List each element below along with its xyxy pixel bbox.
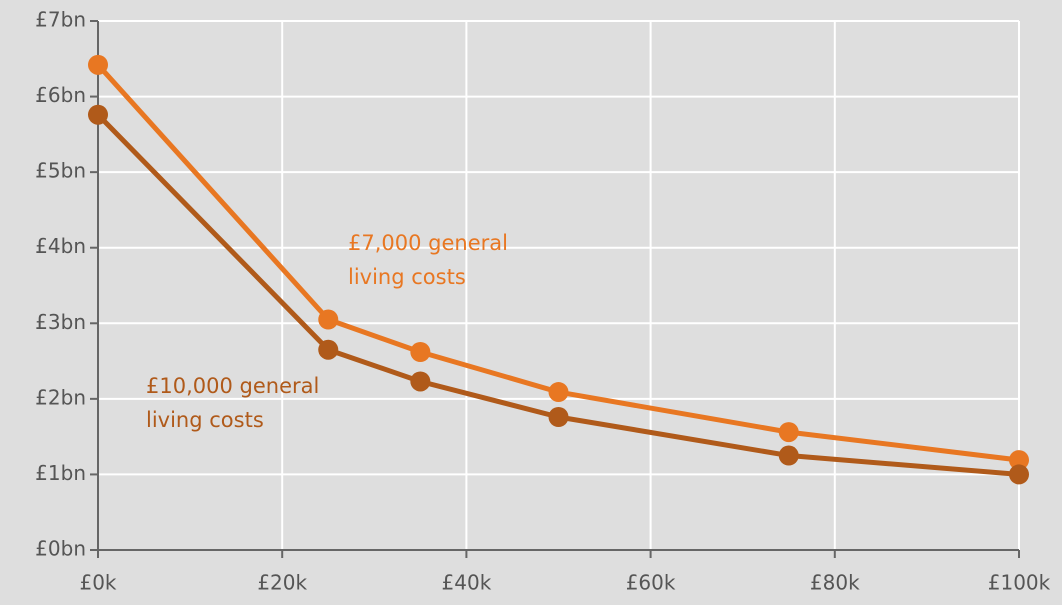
y-tick-label: £4bn	[35, 234, 86, 258]
data-point	[410, 342, 431, 363]
series-line	[96, 112, 1020, 477]
x-tick-label: £80k	[810, 571, 860, 595]
x-tick-label: £0k	[79, 571, 116, 595]
x-tick-label: £20k	[257, 571, 307, 595]
data-point	[88, 54, 108, 75]
x-tick-label: £60k	[626, 571, 676, 595]
data-point	[88, 104, 108, 125]
x-tick-label: £40k	[442, 571, 492, 595]
data-point	[410, 371, 431, 392]
y-tick-label: £3bn	[35, 310, 86, 334]
x-tick-label: £100k	[988, 571, 1051, 595]
data-point	[1009, 464, 1029, 485]
data-point	[778, 422, 799, 443]
y-tick-label: £7bn	[35, 8, 86, 32]
y-tick-label: £0bn	[35, 537, 86, 561]
y-tick-label: £2bn	[35, 385, 86, 409]
data-point	[1009, 450, 1029, 471]
data-point	[778, 445, 799, 466]
data-point	[548, 382, 569, 403]
series-label: £7,000 general living costs	[348, 231, 508, 289]
data-point	[318, 309, 339, 330]
y-tick-label: £5bn	[35, 159, 86, 183]
y-tick-label: £1bn	[35, 461, 86, 485]
data-point	[318, 339, 339, 360]
data-point	[548, 406, 569, 427]
series-label: £10,000 general living costs	[146, 374, 320, 432]
series-line	[96, 63, 1020, 463]
y-tick-label: £6bn	[35, 83, 86, 107]
